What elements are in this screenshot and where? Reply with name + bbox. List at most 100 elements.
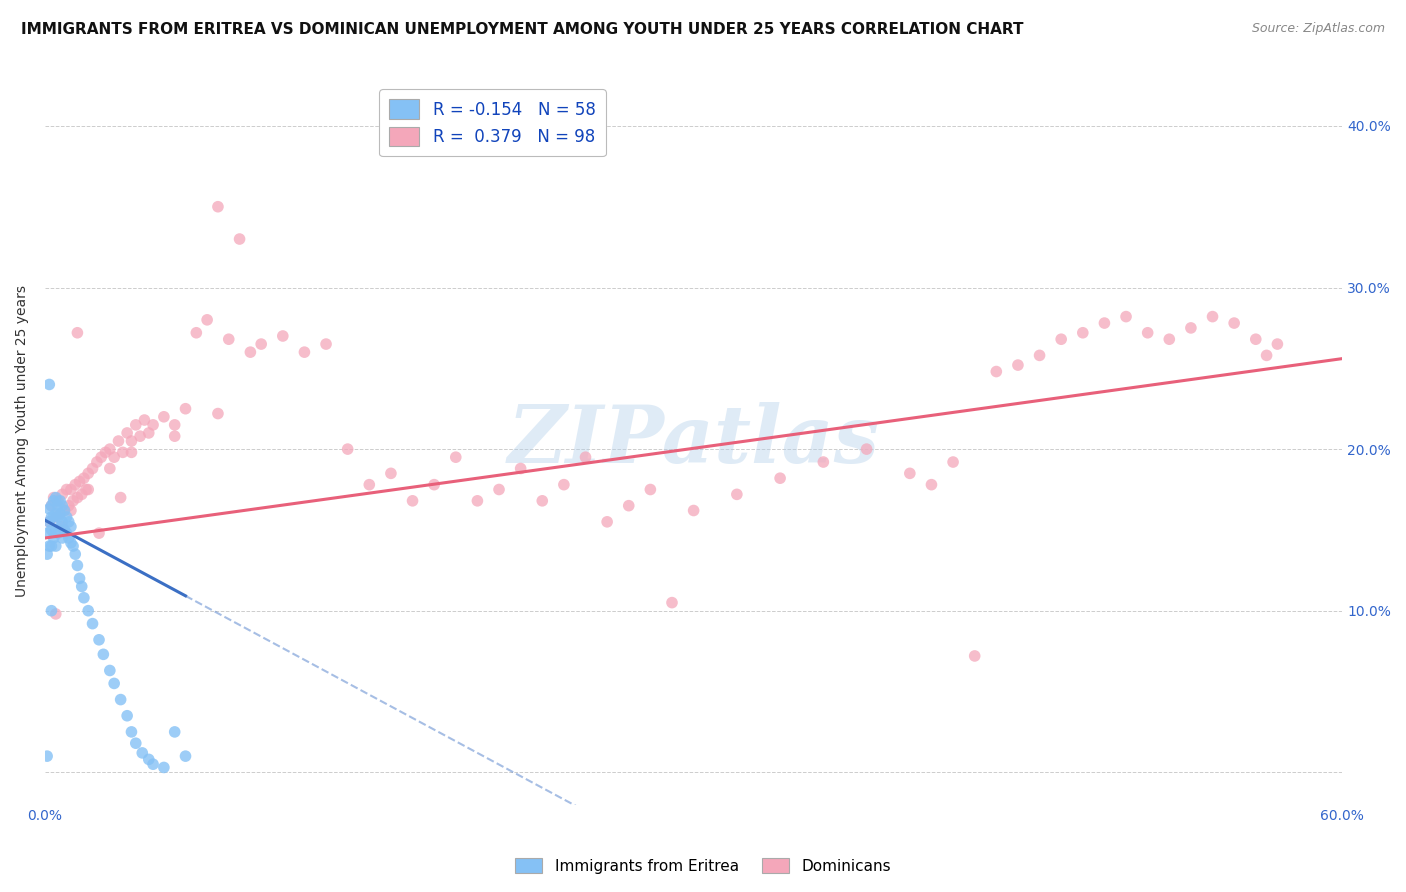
Point	[94, 445, 117, 459]
Point	[86, 455, 108, 469]
Point	[59, 503, 82, 517]
Point	[174, 749, 197, 764]
Point	[49, 519, 72, 533]
Point	[640, 483, 662, 497]
Point	[509, 461, 531, 475]
Point	[77, 483, 100, 497]
Point	[41, 499, 63, 513]
Point	[855, 442, 877, 456]
Point	[1028, 348, 1050, 362]
Text: ZIPatlas: ZIPatlas	[508, 402, 880, 480]
Point	[359, 477, 381, 491]
Point	[129, 429, 152, 443]
Point	[37, 749, 59, 764]
Point	[37, 526, 59, 541]
Point	[55, 510, 77, 524]
Point	[1244, 332, 1267, 346]
Point	[70, 579, 93, 593]
Point	[174, 401, 197, 416]
Point	[163, 725, 186, 739]
Y-axis label: Unemployment Among Youth under 25 years: Unemployment Among Youth under 25 years	[15, 285, 30, 597]
Point	[596, 515, 619, 529]
Point	[98, 461, 121, 475]
Point	[131, 746, 153, 760]
Point	[73, 591, 96, 605]
Point	[46, 499, 69, 513]
Point	[336, 442, 359, 456]
Point	[963, 648, 986, 663]
Point	[1007, 358, 1029, 372]
Point	[294, 345, 316, 359]
Point	[93, 648, 115, 662]
Point	[120, 434, 142, 448]
Point	[142, 417, 165, 432]
Legend: Immigrants from Eritrea, Dominicans: Immigrants from Eritrea, Dominicans	[509, 852, 897, 880]
Point	[1094, 316, 1116, 330]
Point	[42, 510, 65, 524]
Point	[725, 487, 748, 501]
Point	[69, 475, 91, 489]
Point	[228, 232, 250, 246]
Point	[82, 616, 104, 631]
Point	[120, 725, 142, 739]
Point	[250, 337, 273, 351]
Point	[1201, 310, 1223, 324]
Point	[682, 503, 704, 517]
Point	[58, 515, 80, 529]
Point	[467, 493, 489, 508]
Point	[315, 337, 337, 351]
Point	[45, 491, 67, 505]
Point	[41, 604, 63, 618]
Point	[73, 471, 96, 485]
Point	[66, 558, 89, 573]
Point	[66, 326, 89, 340]
Point	[53, 503, 76, 517]
Point	[59, 536, 82, 550]
Point	[380, 467, 402, 481]
Point	[1223, 316, 1246, 330]
Point	[942, 455, 965, 469]
Point	[70, 487, 93, 501]
Point	[115, 708, 138, 723]
Point	[218, 332, 240, 346]
Point	[138, 752, 160, 766]
Point	[42, 493, 65, 508]
Legend: R = -0.154   N = 58, R =  0.379   N = 98: R = -0.154 N = 58, R = 0.379 N = 98	[380, 89, 606, 156]
Point	[37, 547, 59, 561]
Point	[46, 526, 69, 541]
Point	[87, 632, 110, 647]
Point	[661, 596, 683, 610]
Point	[898, 467, 921, 481]
Point	[163, 417, 186, 432]
Point	[38, 515, 60, 529]
Point	[53, 523, 76, 537]
Point	[38, 515, 60, 529]
Point	[66, 491, 89, 505]
Point	[163, 429, 186, 443]
Point	[65, 477, 87, 491]
Point	[153, 409, 176, 424]
Point	[41, 499, 63, 513]
Point	[45, 523, 67, 537]
Point	[98, 664, 121, 678]
Point	[55, 483, 77, 497]
Point	[59, 483, 82, 497]
Point	[186, 326, 208, 340]
Point	[45, 539, 67, 553]
Point	[38, 539, 60, 553]
Point	[51, 531, 73, 545]
Point	[138, 425, 160, 440]
Point	[1267, 337, 1289, 351]
Point	[49, 507, 72, 521]
Point	[488, 483, 510, 497]
Point	[920, 477, 942, 491]
Point	[769, 471, 792, 485]
Point	[1071, 326, 1094, 340]
Point	[120, 445, 142, 459]
Point	[125, 736, 148, 750]
Point	[49, 507, 72, 521]
Point	[51, 499, 73, 513]
Point	[42, 531, 65, 545]
Point	[813, 455, 835, 469]
Point	[77, 467, 100, 481]
